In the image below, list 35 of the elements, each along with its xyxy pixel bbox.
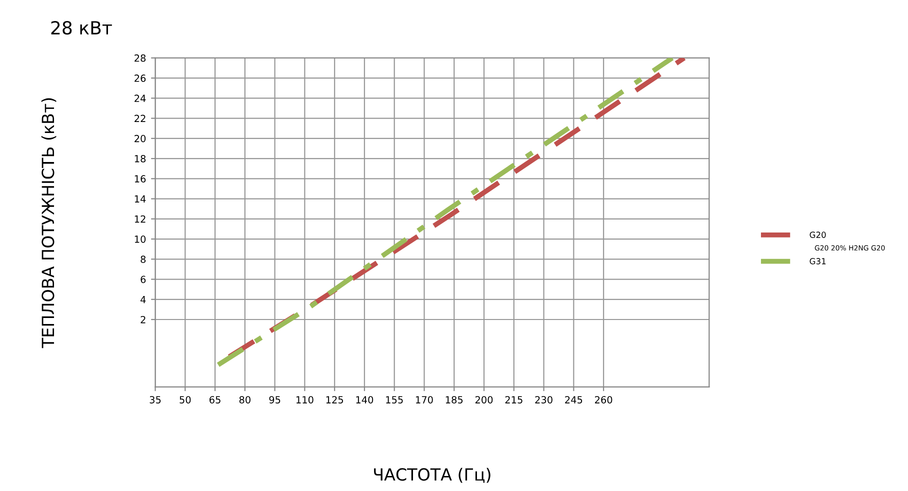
y-tick-label: 16 <box>134 175 146 182</box>
x-tick-label: 230 <box>535 396 552 404</box>
y-tick-label: 22 <box>134 114 146 122</box>
y-tick-label: 6 <box>140 276 146 284</box>
x-tick-label: 80 <box>239 396 250 404</box>
y-tick-label: 20 <box>134 134 146 142</box>
x-tick-label: 170 <box>416 396 433 404</box>
y-tick-label: 4 <box>140 296 146 304</box>
y-tick-label: 2 <box>140 316 146 324</box>
x-tick-label: 65 <box>210 396 220 404</box>
x-tick-label: 155 <box>386 396 403 404</box>
x-tick-label: 50 <box>180 396 191 404</box>
y-tick-label: 12 <box>134 215 146 223</box>
y-tick-label: 18 <box>134 155 146 162</box>
x-tick-label: 200 <box>475 396 493 404</box>
x-tick-label: 215 <box>505 396 522 404</box>
x-tick-label: 110 <box>296 396 314 404</box>
x-tick-label: 185 <box>446 396 463 404</box>
x-axis-title: ЧАСТОТА (Гц) <box>374 468 490 483</box>
y-tick-label: 24 <box>134 94 146 102</box>
x-tick-label: 125 <box>326 396 344 404</box>
y-axis-title: ТЕПЛОВА ПОТУЖНІСТЬ (кВт) <box>41 98 56 348</box>
y-tick-label: 8 <box>140 256 146 263</box>
y-tick-label: 14 <box>134 195 146 202</box>
x-tick-label: 95 <box>269 396 280 404</box>
chart-title: 28 кВт <box>51 20 112 35</box>
x-tick-label: 140 <box>356 396 374 404</box>
x-tick-label: 245 <box>565 396 582 404</box>
legend-label: G20 <box>810 232 826 238</box>
y-tick-label: 10 <box>134 236 146 243</box>
x-tick-label: 260 <box>594 396 612 404</box>
y-tick-label: 26 <box>134 74 146 82</box>
legend-label: G31 <box>810 258 826 264</box>
y-tick-label: 28 <box>134 54 146 62</box>
x-tick-label: 35 <box>150 396 161 404</box>
